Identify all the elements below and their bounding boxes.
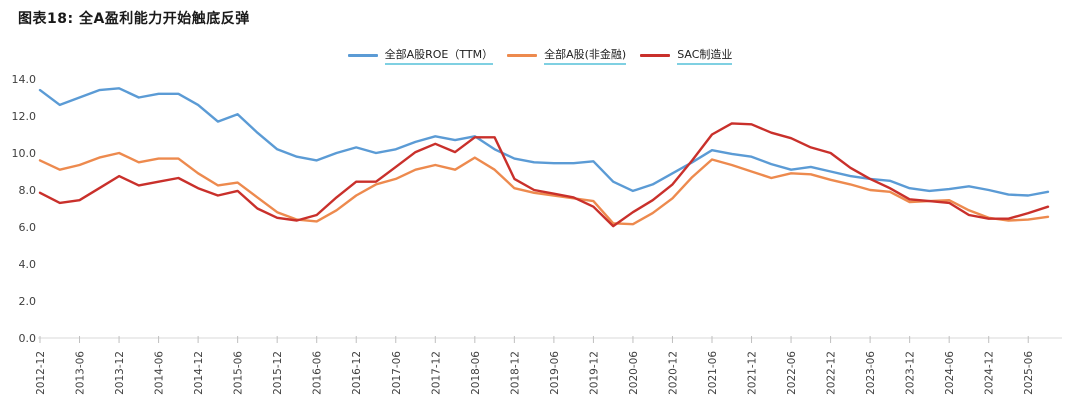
legend-item-roe-ttm: 全部A股ROE（TTM） — [347, 46, 494, 65]
y-tick-label: 4.0 — [19, 258, 37, 271]
x-tick-label: 2024-12 — [984, 351, 996, 395]
y-tick-label: 12.0 — [12, 110, 37, 123]
y-tick-label: 8.0 — [19, 184, 37, 197]
series-line-roe-ttm — [38, 87, 1050, 197]
legend-label-roe-ttm: 全部A股ROE（TTM） — [384, 46, 494, 65]
legend-label-sac-manufacturing: SAC制造业 — [677, 46, 733, 65]
x-tick-label: 2017-12 — [430, 351, 442, 395]
y-tick-label: 6.0 — [19, 221, 37, 234]
legend-item-sac-manufacturing: SAC制造业 — [640, 46, 733, 65]
x-tick-label: 2014-06 — [154, 351, 166, 395]
chart-title: 图表18: 全A盈利能力开始触底反弹 — [18, 11, 250, 27]
x-tick-label: 2019-06 — [549, 351, 561, 395]
series-line-non-financial — [38, 151, 1050, 226]
x-tick-label: 2022-06 — [786, 351, 798, 395]
legend-label-non-financial: 全部A股(非金融) — [544, 46, 627, 65]
x-tick-label: 2019-12 — [588, 351, 600, 395]
x-tick-label: 2023-06 — [865, 351, 877, 395]
x-tick-label: 2017-06 — [391, 351, 403, 395]
y-tick-label: 0.0 — [19, 332, 37, 345]
y-tick-label: 14.0 — [12, 73, 37, 86]
legend-swatch-sac-manufacturing — [640, 54, 671, 57]
x-tick-label: 2015-06 — [233, 351, 245, 395]
x-tick-label: 2022-12 — [826, 351, 838, 395]
y-tick-label: 10.0 — [12, 147, 37, 160]
x-tick-label: 2020-06 — [628, 351, 640, 395]
legend-item-non-financial: 全部A股(非金融) — [507, 46, 627, 65]
x-tick-label: 2024-06 — [944, 351, 956, 395]
x-tick-label: 2021-06 — [707, 351, 719, 395]
legend-swatch-roe-ttm — [347, 54, 378, 57]
x-tick-label: 2016-06 — [312, 351, 324, 395]
x-tick-label: 2016-12 — [351, 351, 363, 395]
x-tick-label: 2021-12 — [747, 351, 759, 395]
x-tick-label: 2015-12 — [272, 351, 284, 395]
series-line-sac-manufacturing — [38, 122, 1050, 228]
x-tick-label: 2012-12 — [35, 351, 47, 395]
x-tick-label: 2023-12 — [905, 351, 917, 395]
x-tick-label: 2018-12 — [509, 351, 521, 395]
x-tick-label: 2014-12 — [193, 351, 205, 395]
x-tick-label: 2013-06 — [75, 351, 87, 395]
x-tick-label: 2020-12 — [667, 351, 679, 395]
y-tick-label: 2.0 — [19, 295, 37, 308]
x-tick-label: 2013-12 — [114, 351, 126, 395]
x-tick-label: 2018-06 — [470, 351, 482, 395]
x-tick-label: 2025-06 — [1023, 351, 1035, 395]
legend: 全部A股ROE（TTM） 全部A股(非金融) SAC制造业 — [0, 46, 1080, 65]
legend-swatch-non-financial — [507, 54, 538, 57]
